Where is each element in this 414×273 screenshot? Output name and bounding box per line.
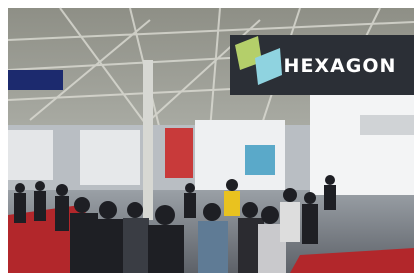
scene: HEXAGON xyxy=(8,8,414,273)
sign-text: HEXAGON xyxy=(284,55,397,77)
photo: HEXAGON xyxy=(0,0,414,273)
